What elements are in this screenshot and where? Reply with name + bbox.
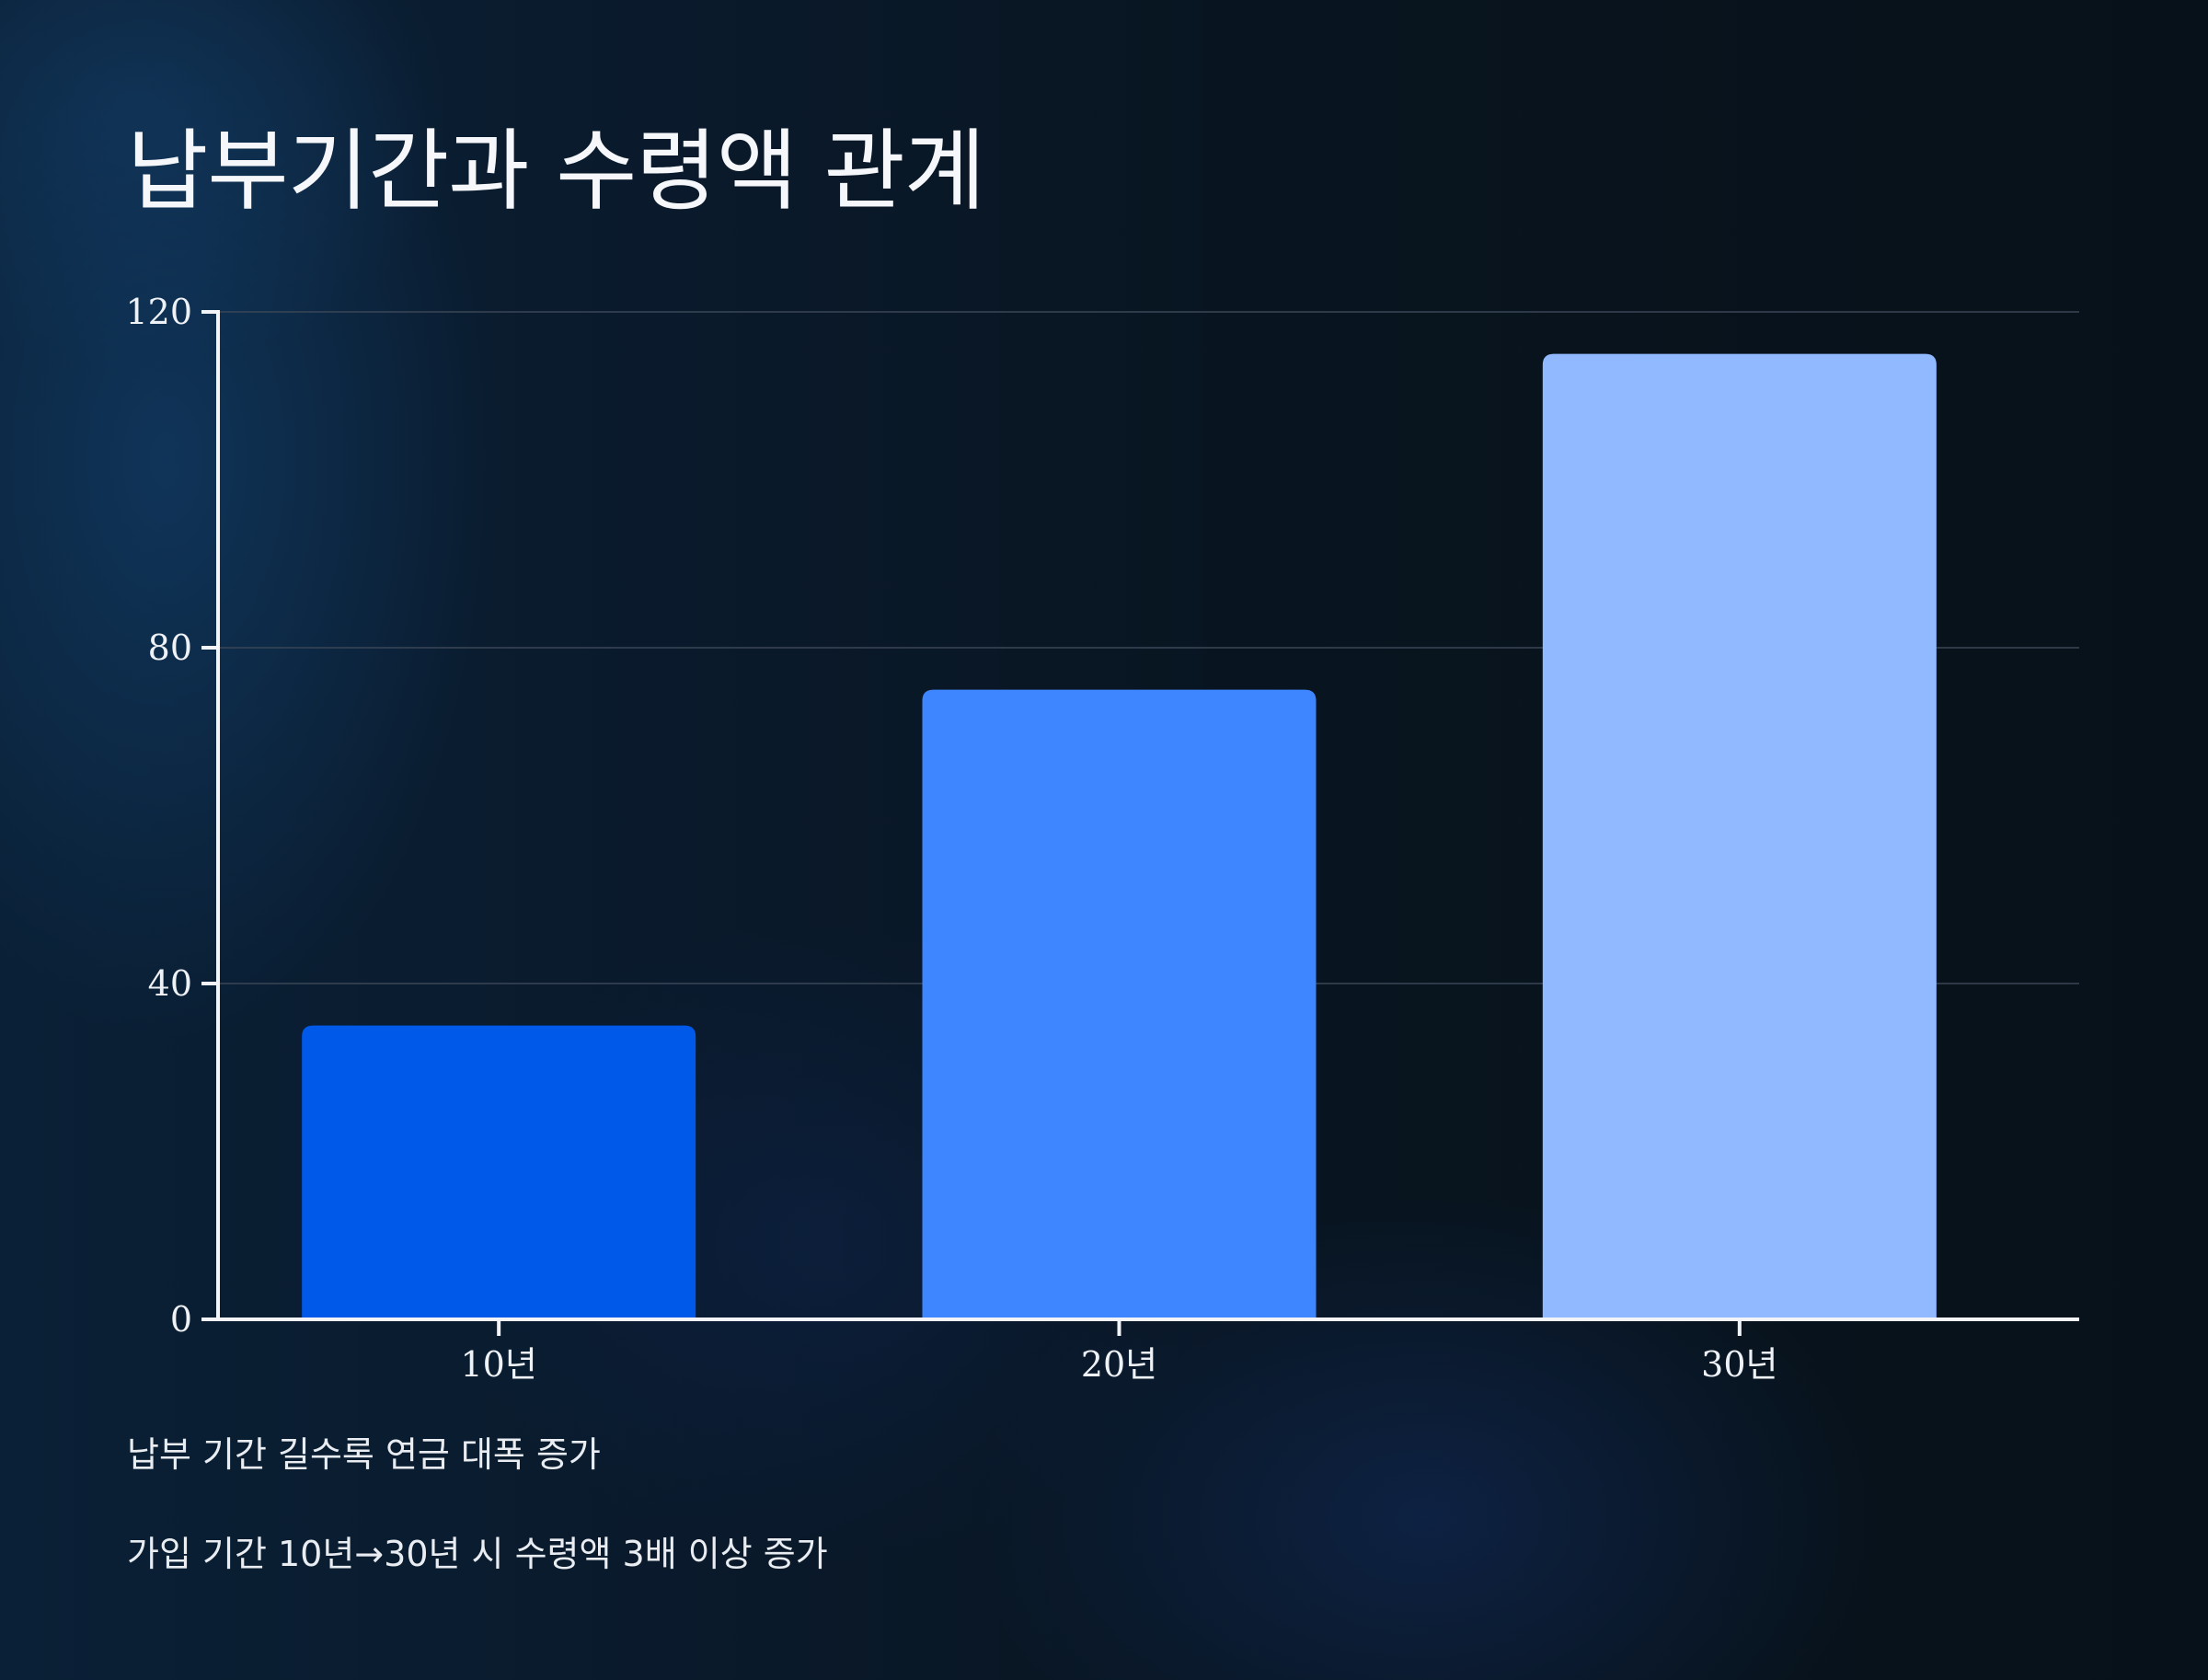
y-tick-label: 120 [125,292,192,332]
tick-labels: 0 40 80 120 10년 20년 30년 [125,292,1777,1385]
y-tick-label: 80 [148,627,192,668]
x-tick-label: 20년 [1081,1344,1157,1385]
y-tick-label: 0 [170,1299,192,1340]
bar-1 [302,1025,696,1319]
axes [201,310,2079,1336]
bars [302,353,1937,1319]
x-tick-label: 10년 [461,1344,537,1385]
bar-3 [1542,353,1937,1319]
note-2: 가입 기간 10년→30년 시 수령액 3배 이상 증가 [127,1534,828,1574]
bar-2 [922,689,1317,1319]
y-tick-label: 40 [148,963,192,1004]
note-1: 납부 기간 길수록 연금 대폭 증가 [127,1434,601,1475]
x-tick-label: 30년 [1701,1344,1777,1385]
chart-title: 납부기간과 수령액 관계 [127,120,985,223]
